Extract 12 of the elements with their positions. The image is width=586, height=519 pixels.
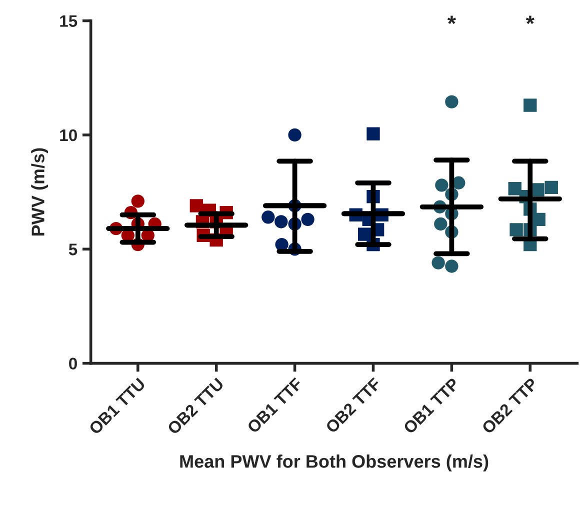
y-tick-label: 10 bbox=[60, 129, 77, 142]
x-tick-label: OB2 TTF bbox=[324, 377, 382, 434]
y-tick-label: 0 bbox=[69, 358, 77, 370]
y-axis-title: PWV (m/s) bbox=[31, 148, 48, 236]
y-tick-label: 15 bbox=[60, 15, 78, 27]
x-tick-label: OB1 TTU bbox=[88, 378, 146, 436]
x-tick-label: OB1 TTF bbox=[246, 377, 304, 434]
annotation: * bbox=[526, 16, 534, 24]
x-tick-label: OB1 TTP bbox=[402, 377, 460, 434]
annotation: * bbox=[447, 16, 456, 24]
x-axis-title: Mean PWV for Both Observers (m/s) bbox=[180, 454, 488, 472]
y-tick-label: 5 bbox=[68, 244, 78, 256]
